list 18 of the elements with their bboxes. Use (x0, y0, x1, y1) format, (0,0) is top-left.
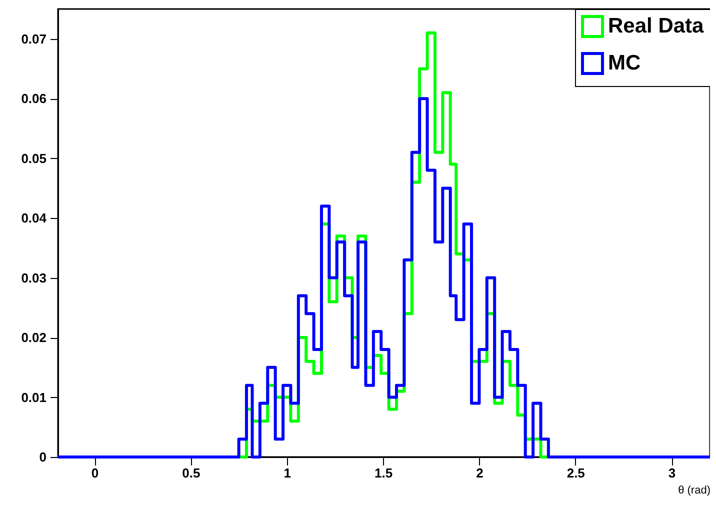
x-tick-label: 3 (668, 466, 676, 480)
y-tick-label: 0.06 (21, 91, 46, 106)
x-tick-label: 2 (476, 466, 484, 480)
y-tick-label: 0 (39, 450, 46, 464)
legend-label: MC (608, 52, 641, 74)
y-tick-label: 0.02 (21, 330, 46, 346)
y-tick-label: 0.05 (21, 150, 46, 166)
y-tick-label: 0.04 (21, 210, 48, 226)
y-tick-label: 0.07 (21, 31, 46, 46)
x-tick-label: 1 (284, 466, 291, 480)
x-axis-title: θ (rad) (678, 484, 710, 496)
y-tick-label: 0.01 (21, 390, 46, 405)
x-tick-label: 1.5 (374, 466, 393, 480)
legend-label: Real Data (608, 14, 704, 38)
x-tick-label: 0.5 (182, 466, 200, 480)
y-tick-label: 0.03 (21, 270, 46, 286)
x-tick-label: 2.5 (566, 466, 585, 480)
x-tick-label: 0 (91, 466, 99, 480)
